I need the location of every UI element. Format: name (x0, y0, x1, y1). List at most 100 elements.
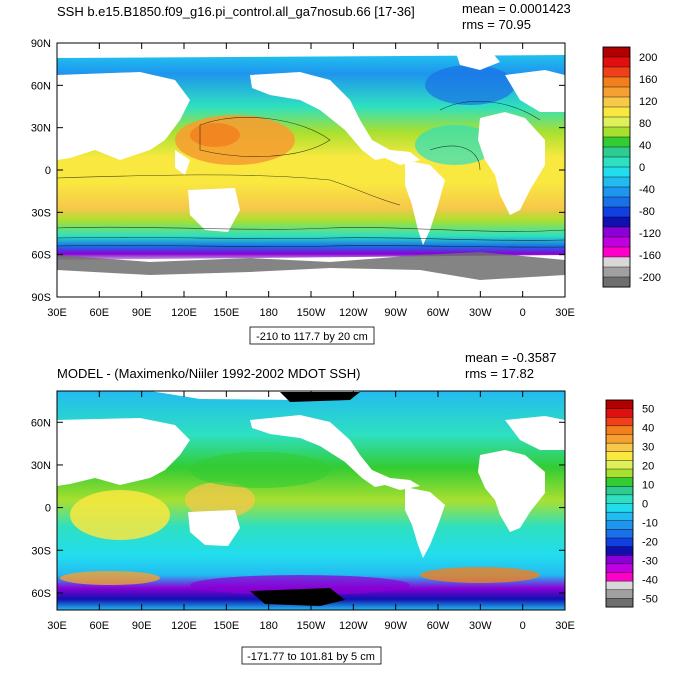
top-lon-label: 90W (384, 307, 407, 319)
bottom-colorbar-label: -10 (642, 517, 658, 529)
bottom-panel: MODEL - (Maximenko/Niiler 1992-2002 MDOT… (31, 350, 658, 665)
bottom-colorbar-label: -30 (642, 555, 658, 567)
top-lon-label: 60E (90, 307, 110, 319)
bottom-colorbar-swatch (605, 399, 634, 410)
top-colorbar-frame (602, 46, 631, 288)
bottom-map (57, 391, 565, 610)
bottom-lat-label: 30N (31, 460, 51, 472)
top-lon-label: 180 (259, 307, 277, 319)
bottom-colorbar-swatch (605, 520, 634, 530)
top-colorbar-swatch (602, 146, 631, 158)
top-colorbar-swatch (602, 156, 631, 168)
bottom-colorbar-swatch (605, 494, 634, 505)
top-colorbar-swatch (602, 116, 631, 128)
top-colorbar-swatch (602, 136, 631, 148)
bottom-lat-label: 60N (31, 417, 51, 429)
top-colorbar-swatch (602, 56, 631, 68)
top-lat-label: 30S (31, 207, 51, 219)
top-colorbar-swatch (602, 66, 631, 78)
top-lon-label: 150E (213, 307, 239, 319)
top-lon-label: 120E (171, 307, 197, 319)
bottom-colorbar-label: 0 (642, 499, 648, 511)
bottom-colorbar-swatch (605, 434, 634, 444)
top-lon-label: 30E (555, 307, 575, 319)
bottom-lat-axis: 60N 30N 0 30S 60S (31, 417, 565, 600)
bottom-colorbar-frame (605, 399, 634, 608)
top-lat-axis: 90N 60N 30N 0 30S 60S 90S (31, 38, 565, 304)
bottom-colorbar-swatch (605, 417, 634, 427)
bottom-lon-label: 180 (259, 620, 277, 632)
top-colorbar-label: 160 (639, 74, 657, 86)
top-subpolar-gyre (425, 65, 515, 105)
top-lat-label: 60S (31, 250, 51, 262)
top-lon-label: 30W (469, 307, 492, 319)
bottom-arctic-patch (280, 392, 360, 402)
bottom-lon-label: 150W (297, 620, 326, 632)
bottom-colorbar-swatch (605, 442, 634, 453)
top-range-text: -210 to 117.7 by 20 cm (256, 331, 368, 343)
bottom-mean: mean = -0.3587 (465, 350, 556, 365)
top-rms: rms = 70.95 (462, 17, 531, 32)
bottom-lat-label: 0 (45, 503, 51, 515)
bottom-south-indian-band (60, 571, 160, 585)
bottom-colorbar-label: 30 (642, 442, 654, 454)
bottom-indian-warm (70, 490, 170, 540)
bottom-north-pacific (190, 452, 330, 488)
top-lat-label: 30N (31, 123, 51, 135)
top-antarctic-low (57, 252, 565, 280)
top-lat-label: 0 (45, 165, 51, 177)
top-colorbar-swatch (602, 106, 631, 118)
top-colorbar-swatch (602, 256, 631, 268)
bottom-colorbar-swatch (605, 503, 634, 513)
bottom-rms: rms = 17.82 (465, 366, 534, 381)
bottom-lat-label: 60S (31, 588, 51, 600)
bottom-colorbar-swatch (605, 555, 634, 565)
top-lon-label: 120W (339, 307, 368, 319)
top-colorbar-swatch (602, 206, 631, 218)
top-colorbar-label: -200 (639, 272, 661, 284)
top-colorbar-label: -160 (639, 250, 661, 262)
top-range-box (249, 326, 375, 345)
bottom-colorbar-swatch (605, 546, 634, 556)
bottom-colorbar-swatch (605, 598, 634, 608)
bottom-colorbar-label: -20 (642, 536, 658, 548)
top-colorbar-swatch (602, 226, 631, 238)
bottom-colorbar-swatch (605, 460, 634, 470)
top-lat-label: 60N (31, 80, 51, 92)
top-colorbar-label: 120 (639, 96, 657, 108)
bottom-acc-band (190, 575, 410, 595)
top-colorbar-swatch (602, 236, 631, 248)
bottom-colorbar-label: 40 (642, 423, 654, 435)
bottom-range-text: -171.77 to 101.81 by 5 cm (247, 651, 375, 663)
top-title: SSH b.e15.B1850.f09_g16.pi_control.all_g… (57, 4, 415, 19)
top-map (57, 43, 565, 297)
bottom-colorbar-swatch (605, 563, 634, 574)
top-lon-label: 60W (427, 307, 450, 319)
top-colorbar-swatch (602, 126, 631, 138)
top-lat-label: 90S (31, 292, 51, 304)
bottom-colorbar-swatch (605, 589, 634, 599)
top-lon-label: 90E (132, 307, 152, 319)
top-lon-label: 30E (47, 307, 67, 319)
bottom-colorbar-swatch (605, 425, 634, 436)
top-kuroshio-core (190, 123, 240, 147)
bottom-lon-label: 120E (171, 620, 197, 632)
bottom-lon-label: 120W (339, 620, 368, 632)
top-lat-label: 90N (31, 38, 51, 50)
bottom-lon-label: 0 (520, 620, 526, 632)
bottom-colorbar-swatch (605, 537, 634, 548)
bottom-colorbar-swatch (605, 572, 634, 582)
bottom-land (57, 391, 565, 558)
bottom-lon-label: 90E (132, 620, 152, 632)
bottom-colorbar-label: -40 (642, 574, 658, 586)
top-colorbar-swatch (602, 266, 631, 278)
bottom-colorbar-label: 50 (642, 404, 654, 416)
top-lon-axis: 30E 60E 90E 120E 150E 180 150W 120W 90W 60W 30W 0 30… (47, 43, 575, 319)
bottom-colorbar-swatch (605, 468, 634, 479)
bottom-lon-label: 150E (213, 620, 239, 632)
bottom-colorbar-swatch (605, 486, 634, 496)
top-colorbar-label: -120 (639, 228, 661, 240)
top-colorbar-label: -40 (639, 184, 655, 196)
top-contours (57, 101, 565, 248)
bottom-colorbar-label: -50 (642, 593, 658, 605)
